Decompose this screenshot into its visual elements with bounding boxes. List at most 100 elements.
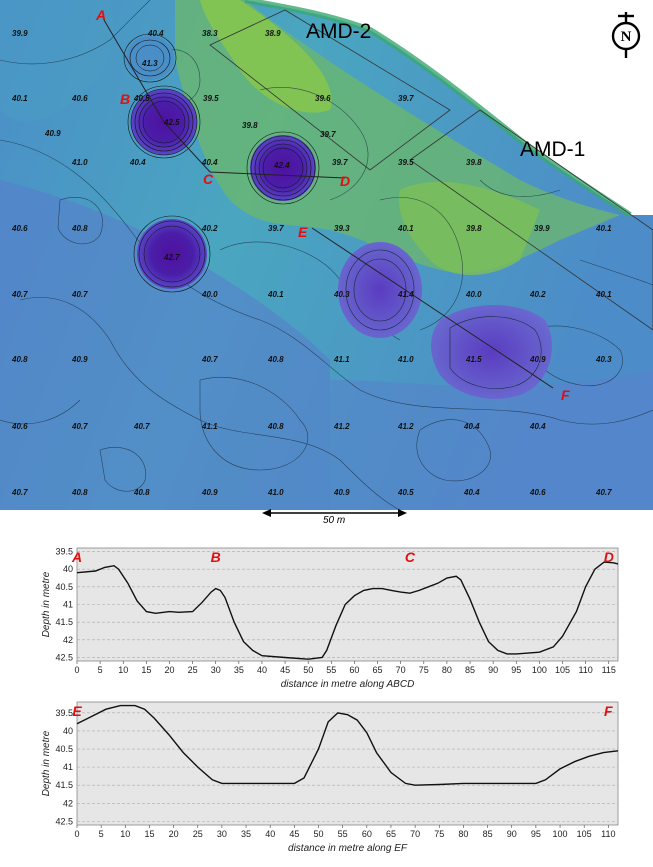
depth-label: 38.9 [265,29,281,38]
y-tick-label: 39.5 [55,708,73,718]
shoal-area [200,0,332,113]
profile-line [76,561,619,660]
depth-label: 40.7 [133,422,150,431]
depth-label: 40.1 [595,224,612,233]
x-tick-label: 105 [555,665,570,675]
depth-label: 40.9 [333,488,350,497]
depth-label: 42.4 [273,161,290,170]
site-label-amd-1: AMD-1 [520,138,585,161]
lowland-area [0,180,330,510]
depth-label: 39.8 [466,158,482,167]
depression-area [338,242,422,338]
depth-label: 40.7 [201,355,218,364]
point-label-f: F [561,387,570,403]
depth-label: 40.4 [129,158,146,167]
depth-label: 41.1 [201,422,218,431]
depth-label: 40.8 [11,355,28,364]
depth-label: 40.7 [71,422,88,431]
svg-text:N: N [621,29,632,45]
x-tick-label: 75 [419,665,429,675]
point-label-e: E [298,224,308,240]
x-tick-label: 20 [169,829,179,839]
x-tick-label: 55 [338,829,348,839]
depth-label: 41.0 [267,488,284,497]
depth-label: 40.1 [267,290,284,299]
y-tick-label: 41.5 [55,617,73,627]
point-label-c: C [203,171,214,187]
depth-label: 39.8 [242,121,258,130]
depth-label: 41.2 [333,422,350,431]
depth-label: 40.2 [529,290,546,299]
x-tick-label: 80 [442,665,452,675]
x-tick-label: 80 [458,829,468,839]
profile-point-label: E [72,703,82,719]
profile-point-label: B [211,549,221,565]
point-label-a: A [95,7,106,23]
depth-label: 41.3 [141,59,158,68]
x-tick-label: 35 [241,829,251,839]
depth-label: 39.9 [12,29,28,38]
y-tick-label: 40.5 [55,744,73,754]
scale-bar [262,509,407,517]
site-label-amd-2: AMD-2 [306,20,371,43]
x-axis-label: distance in metre along ABCD [281,679,415,690]
depth-label: 40.8 [267,355,284,364]
x-tick-label: 50 [303,665,313,675]
y-tick-label: 42 [63,635,73,645]
crater-lower [133,215,211,293]
depth-label: 40.0 [201,290,218,299]
x-tick-label: 65 [373,665,383,675]
depth-label: 40.0 [465,290,482,299]
depth-label: 40.6 [529,488,546,497]
x-tick-label: 0 [74,665,79,675]
y-tick-label: 42.5 [55,816,73,826]
y-tick-label: 41 [63,600,73,610]
x-tick-label: 50 [314,829,324,839]
x-tick-label: 45 [289,829,299,839]
depth-label: 40.4 [463,488,480,497]
x-tick-label: 60 [349,665,359,675]
depth-label: 40.4 [529,422,546,431]
plot-area [76,701,619,826]
depth-label: 40.4 [147,29,164,38]
x-axis-label: distance in metre along EF [288,843,408,854]
x-tick-label: 100 [553,829,568,839]
x-tick-label: 0 [74,829,79,839]
x-tick-label: 85 [483,829,493,839]
depth-label: 39.5 [398,158,414,167]
x-tick-label: 35 [234,665,244,675]
depth-label: 40.8 [267,422,284,431]
profile-line [76,704,619,786]
y-tick-label: 41.5 [55,780,73,790]
depth-label: 40.8 [71,224,88,233]
depth-label: 41.2 [397,422,414,431]
y-axis-label: Depth in metre [41,571,52,637]
depth-label: 40.7 [595,488,612,497]
amd-1-boundary [409,109,653,331]
profile-point-label: F [604,703,613,719]
depth-label: 42.5 [163,118,180,127]
x-tick-label: 110 [578,665,592,675]
profile-ef-chart: 39.5 40 40.5 41 41.5 42 42.50 5 10 15 20 25 30 35 40 45… [41,701,619,854]
y-tick-label: 42 [63,798,73,808]
x-tick-label: 70 [410,829,420,839]
x-tick-label: 30 [211,665,221,675]
depth-labels: 39.9 40.4 38.3 38.9 41.3 40.1 40.6 40.5 39.5 39.6… [11,29,612,497]
depth-label: 40.6 [11,224,28,233]
depth-label: 40.7 [11,488,28,497]
depth-label: 41.0 [71,158,88,167]
x-tick-label: 45 [280,665,290,675]
depth-label: 40.4 [201,158,218,167]
depth-label: 40.9 [529,355,546,364]
x-tick-label: 15 [144,829,154,839]
depression-area [449,316,542,389]
depth-label: 38.3 [202,29,218,38]
x-tick-label: 90 [488,665,498,675]
crater-upper [123,33,177,83]
x-tick-label: 110 [601,829,615,839]
depth-label: 40.8 [133,488,150,497]
x-tick-label: 10 [118,665,128,675]
x-tick-label: 85 [465,665,475,675]
x-tick-label: 5 [98,665,103,675]
x-tick-label: 40 [257,665,267,675]
